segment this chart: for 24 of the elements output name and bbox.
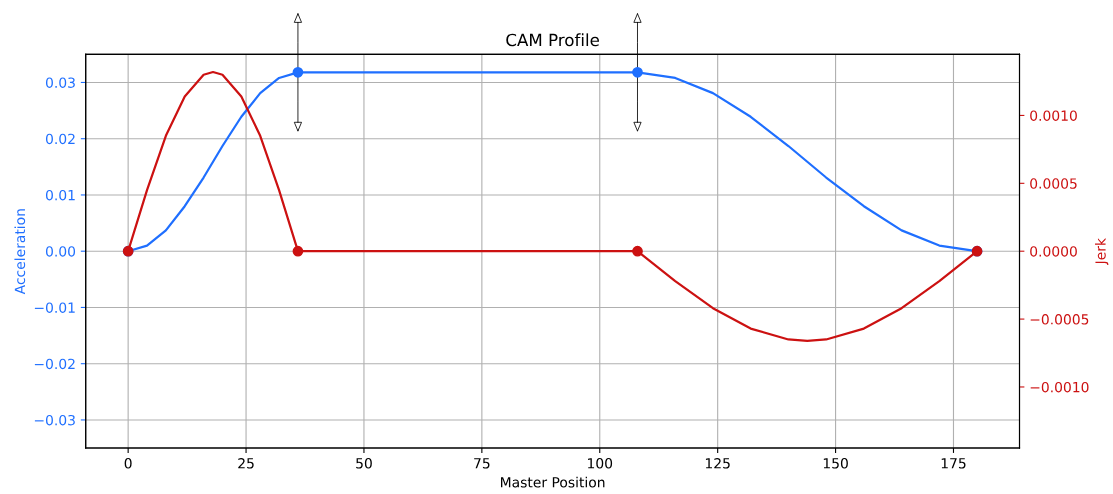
x-tick-label: 150 [823, 458, 848, 469]
x-tick-label: 100 [588, 458, 613, 469]
y-tick-label: 0.03 [45, 77, 75, 88]
y2-tick-label: −0.0005 [1030, 314, 1089, 325]
y2-axis-title: Jerk [1095, 238, 1109, 266]
y-tick-label: 0.01 [45, 189, 75, 201]
x-tick-label: 175 [941, 458, 966, 469]
x-tick-label: 75 [474, 458, 490, 469]
y-tick-label: −0.03 [34, 414, 75, 426]
y2-tick-label: −0.0010 [1030, 381, 1089, 393]
y-tick-label: 0.00 [45, 246, 76, 257]
y-tick-label: −0.01 [34, 302, 75, 313]
x-tick-label: 0 [124, 458, 132, 469]
x-axis-title: Master Position [501, 476, 605, 488]
y2-tick-label: 0.0005 [1030, 178, 1077, 189]
x-tick-label: 125 [705, 458, 730, 469]
y-axis-title: Acceleration [14, 209, 26, 295]
y-tick-label: 0.02 [45, 133, 75, 145]
y2-tick-label: 0.0000 [1030, 246, 1077, 257]
chart-title: CAM Profile [506, 33, 599, 47]
x-tick-label: 50 [356, 458, 372, 469]
y-tick-label: −0.02 [34, 358, 75, 370]
y2-tick-label: 0.0010 [1030, 110, 1077, 121]
x-tick-label: 25 [238, 458, 254, 469]
